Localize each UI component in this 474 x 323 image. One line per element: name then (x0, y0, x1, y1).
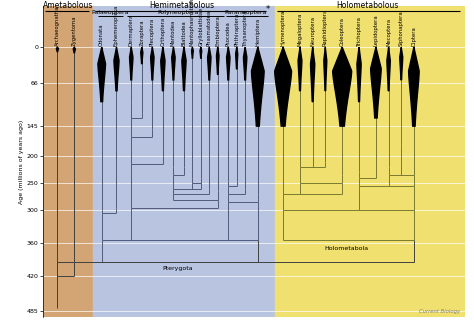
Text: Embioptera: Embioptera (215, 16, 220, 46)
Polygon shape (371, 47, 381, 118)
Text: Archaeognatha: Archaeognatha (55, 6, 60, 46)
Text: Hymenoptera: Hymenoptera (281, 10, 286, 46)
Text: Current Biology: Current Biology (419, 309, 460, 314)
Text: Psocodea: Psocodea (226, 21, 231, 46)
Text: Hemiptera: Hemiptera (255, 18, 260, 46)
Polygon shape (200, 47, 202, 58)
Text: Holometabolous: Holometabolous (337, 1, 399, 10)
Polygon shape (98, 47, 106, 102)
Text: Ametabolous: Ametabolous (43, 1, 93, 10)
Bar (93, 6, 274, 317)
Text: Plecoptera: Plecoptera (150, 18, 155, 46)
Polygon shape (217, 47, 219, 75)
Text: Hemimetabolous: Hemimetabolous (149, 1, 214, 10)
Text: Megaloptera: Megaloptera (298, 13, 302, 46)
Text: Mantodea: Mantodea (171, 20, 176, 46)
Polygon shape (387, 47, 390, 91)
Text: Coleoptera: Coleoptera (340, 17, 345, 46)
Polygon shape (357, 47, 361, 102)
Text: Raphidioptera: Raphidioptera (323, 9, 328, 46)
Polygon shape (409, 47, 419, 126)
Text: Pterygota: Pterygota (162, 266, 193, 271)
Text: Dermaptera: Dermaptera (129, 14, 134, 46)
Polygon shape (129, 47, 133, 80)
Polygon shape (333, 47, 352, 126)
Text: Lepidoptera: Lepidoptera (374, 15, 378, 46)
Text: Orthoptera: Orthoptera (160, 17, 165, 46)
Polygon shape (182, 47, 186, 91)
Text: Palaeoptera: Palaeoptera (91, 10, 129, 15)
Text: Mantophasmatodea: Mantophasmatodea (190, 0, 195, 46)
Text: Paraneoptera: Paraneoptera (224, 10, 266, 15)
Text: Diptera: Diptera (411, 26, 416, 46)
Text: Trichoptera: Trichoptera (356, 16, 362, 46)
Polygon shape (227, 47, 230, 80)
Polygon shape (310, 47, 315, 102)
Text: Holometabola: Holometabola (324, 246, 368, 251)
Polygon shape (208, 47, 211, 80)
Polygon shape (252, 47, 264, 126)
Text: Ephemeroptera: Ephemeroptera (114, 5, 119, 46)
Text: *: * (266, 5, 271, 14)
Text: Blattodea: Blattodea (182, 21, 186, 46)
Text: Zoraptera: Zoraptera (139, 20, 144, 46)
Bar (43, 6, 93, 317)
Y-axis label: Age (millions of years ago): Age (millions of years ago) (19, 120, 24, 203)
Polygon shape (56, 47, 58, 52)
Text: Siphonaptera: Siphonaptera (399, 11, 404, 46)
Text: Thysanoptera: Thysanoptera (243, 10, 247, 46)
Polygon shape (172, 47, 175, 80)
Text: Zygentoma: Zygentoma (72, 16, 77, 46)
Polygon shape (244, 47, 247, 80)
Polygon shape (400, 47, 403, 80)
Polygon shape (236, 47, 238, 69)
Text: Neuroptera: Neuroptera (310, 16, 315, 46)
Polygon shape (161, 47, 165, 91)
Polygon shape (191, 47, 193, 58)
Polygon shape (73, 47, 75, 53)
Polygon shape (114, 47, 119, 91)
Text: Polyneoptera: Polyneoptera (157, 10, 198, 15)
Polygon shape (275, 47, 292, 126)
Text: Phthiraptera: Phthiraptera (234, 13, 239, 46)
Text: Phasmatodea: Phasmatodea (207, 10, 212, 46)
Text: Grylloblattidae: Grylloblattidae (198, 7, 203, 46)
Polygon shape (151, 47, 154, 80)
Polygon shape (141, 47, 143, 64)
Bar (274, 6, 465, 317)
Text: Mecoptera: Mecoptera (386, 18, 391, 46)
Polygon shape (298, 47, 302, 91)
Text: Odonata: Odonata (99, 24, 104, 46)
Polygon shape (324, 47, 327, 91)
